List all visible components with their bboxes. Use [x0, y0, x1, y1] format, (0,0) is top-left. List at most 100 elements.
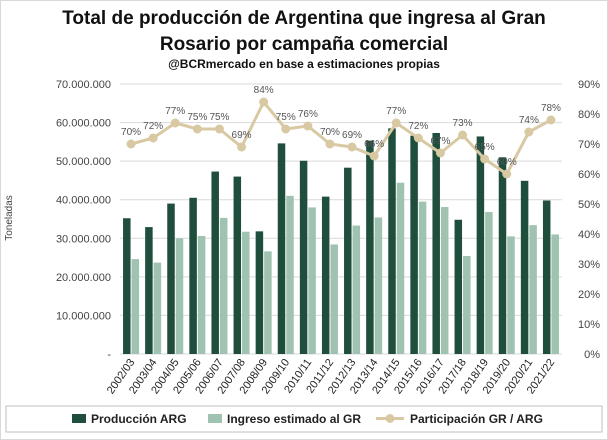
data-label: 65% — [475, 142, 495, 153]
bar-ingreso — [131, 259, 140, 354]
participation-point — [347, 142, 357, 152]
bar-produccion — [476, 136, 485, 354]
bar-produccion — [277, 143, 286, 354]
participation-point — [214, 124, 224, 134]
participation-point — [259, 97, 269, 107]
y2-tick-label: 10% — [578, 319, 600, 331]
bar-ingreso — [175, 238, 184, 354]
bar-ingreso — [352, 225, 361, 354]
participation-point — [524, 127, 534, 137]
y2-tick-label: 30% — [578, 259, 600, 271]
bar-produccion — [167, 203, 175, 354]
data-label: 75% — [209, 112, 229, 123]
participation-line — [126, 97, 556, 179]
bar-produccion — [255, 231, 264, 354]
bar-ingreso — [418, 201, 427, 354]
bar-produccion — [211, 171, 219, 354]
participation-point — [502, 169, 512, 179]
bar-produccion — [388, 128, 396, 354]
y-tick-label: 30.000.000 — [56, 233, 111, 245]
y-axis-right: 0% 10% 20% 30% 40% 50% 60% 70% 80% 90% — [578, 79, 600, 361]
participation-point — [413, 133, 423, 143]
data-labels: 70%72%77%75% 75%69%84%75% 76%70% 69%66%77%7… — [121, 85, 561, 168]
data-label: 69% — [342, 130, 362, 141]
data-label: 77% — [386, 106, 406, 117]
y2-tick-label: 90% — [578, 79, 600, 91]
y-tick-label: 60.000.000 — [56, 118, 111, 130]
y-tick-label: 50.000.000 — [56, 156, 111, 168]
bar-ingreso — [286, 195, 294, 354]
bar-ingreso — [197, 235, 206, 354]
x-axis: 2002/032003/042004/052005/062006/072007/… — [105, 357, 558, 396]
bar-produccion — [321, 196, 330, 354]
bar-ingreso — [396, 182, 405, 354]
bar-produccion — [498, 157, 507, 354]
y-tick-label: 70.000.000 — [56, 79, 111, 91]
y2-tick-label: 40% — [578, 229, 600, 241]
bar-produccion — [233, 176, 242, 354]
data-label: 72% — [408, 121, 428, 132]
bar-ingreso — [507, 236, 515, 354]
bar-ingreso — [308, 207, 316, 354]
legend-swatch-produccion — [72, 414, 86, 423]
bar-produccion — [344, 167, 352, 354]
bar-ingreso — [551, 234, 559, 354]
legend-label-participacion: Participación GR / ARG — [410, 412, 543, 426]
y2-tick-label: 0% — [584, 349, 600, 361]
bar-ingreso — [463, 256, 471, 354]
data-label: 78% — [541, 103, 561, 114]
bar-produccion — [410, 135, 418, 354]
y2-tick-label: 60% — [578, 169, 600, 181]
y-tick-label: 10.000.000 — [56, 310, 111, 322]
chart-title-line2: Rosario por campaña comercial — [160, 34, 448, 55]
bar-ingreso — [529, 225, 537, 354]
y-tick-label: 20.000.000 — [56, 272, 111, 284]
participation-point — [458, 130, 468, 140]
participation-point — [435, 148, 445, 158]
bar-produccion — [145, 227, 153, 354]
bar-produccion — [366, 140, 374, 354]
participation-point — [303, 121, 313, 131]
bar-ingreso — [219, 217, 228, 354]
y-tick-label: 40.000.000 — [56, 195, 111, 207]
participation-point — [325, 139, 335, 149]
data-label: 77% — [165, 106, 185, 117]
bar-produccion — [123, 218, 131, 354]
legend-swatch-ingreso — [208, 414, 222, 423]
bars — [123, 128, 559, 354]
data-label: 84% — [254, 85, 274, 96]
participation-point — [126, 139, 136, 149]
y-axis-label: Toneladas — [4, 195, 15, 241]
legend-box — [5, 405, 603, 433]
participation-point — [237, 142, 247, 152]
legend: Producción ARG Ingreso estimado al GR Pa… — [5, 405, 603, 433]
y2-tick-label: 80% — [578, 109, 600, 121]
bar-ingreso — [485, 212, 493, 354]
y2-tick-label: 50% — [578, 199, 600, 211]
bar-produccion — [454, 219, 463, 354]
y2-tick-label: 20% — [578, 289, 600, 301]
bar-ingreso — [330, 244, 338, 354]
bar-produccion — [520, 180, 529, 354]
data-label: 72% — [143, 121, 163, 132]
bar-ingreso — [242, 231, 250, 354]
bar-ingreso — [374, 217, 383, 354]
data-label: 76% — [298, 109, 318, 120]
participation-point — [546, 115, 556, 125]
bar-produccion — [299, 160, 308, 354]
legend-label-produccion: Producción ARG — [91, 412, 187, 426]
chart-subtitle: @BCRmercado en base a estimaciones propi… — [168, 57, 440, 71]
participation-point — [369, 151, 379, 161]
participation-point — [281, 124, 291, 134]
bar-produccion — [542, 200, 551, 354]
data-label: 75% — [187, 112, 207, 123]
legend-label-ingreso: Ingreso estimado al GR — [227, 412, 361, 426]
data-label: 66% — [364, 139, 384, 150]
data-label: 73% — [453, 118, 473, 129]
data-label: 60% — [497, 157, 517, 168]
y-axis-left: - 10.000.000 20.000.000 30.000.000 40.000.00… — [56, 79, 111, 361]
data-label: 70% — [320, 127, 340, 138]
bar-produccion — [189, 197, 197, 354]
bar-produccion — [432, 132, 440, 354]
